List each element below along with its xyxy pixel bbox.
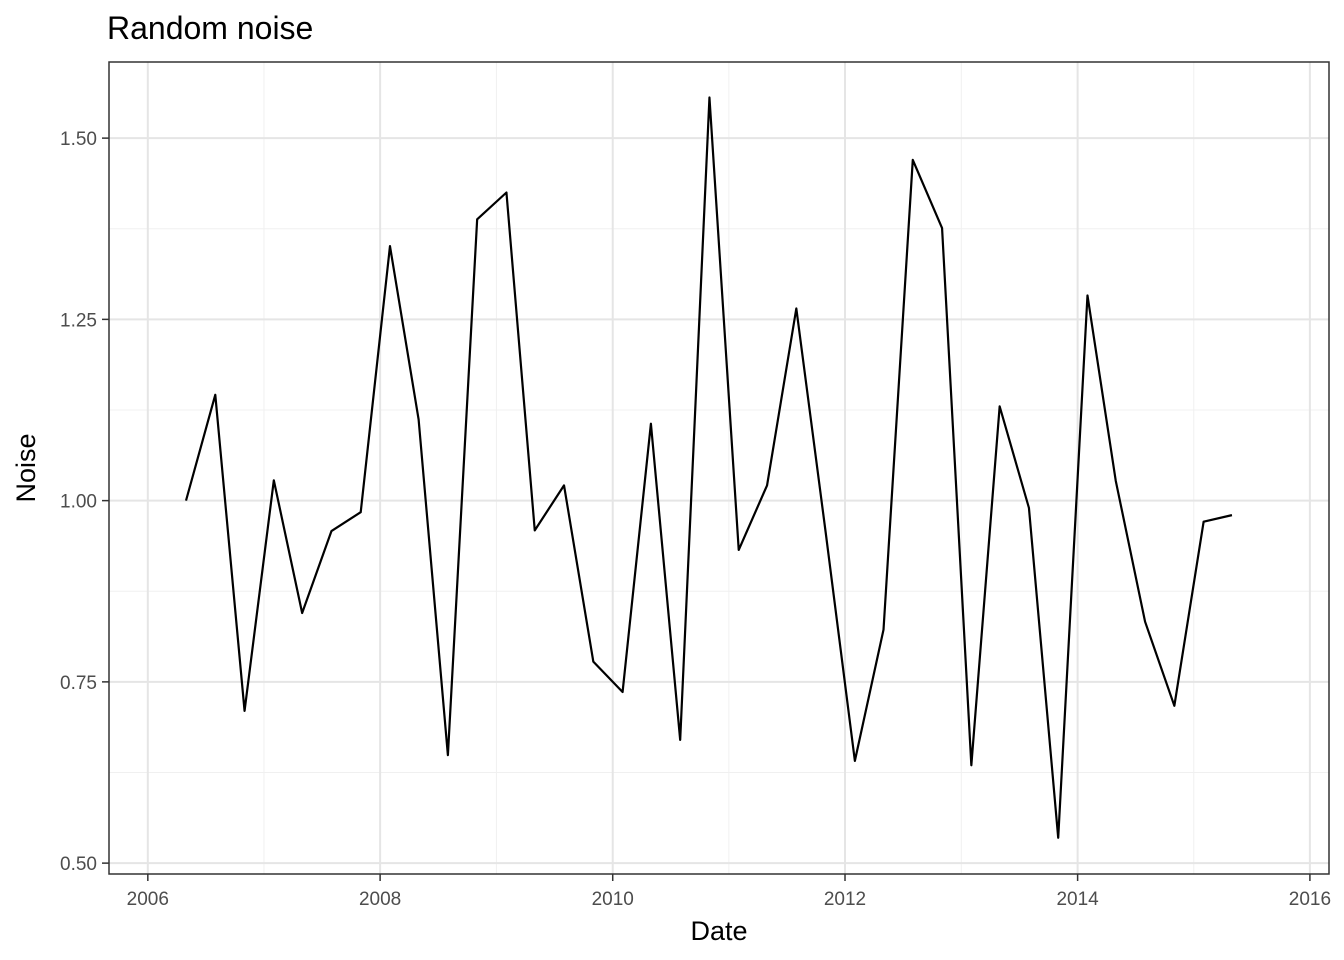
x-axis-ticks: 2006 2008 2010 2012 2014 2016 bbox=[127, 874, 1331, 910]
x-tick-label: 2012 bbox=[824, 889, 866, 910]
x-tick-label: 2014 bbox=[1056, 889, 1099, 910]
chart-title: Random noise bbox=[107, 10, 313, 46]
minor-gridlines bbox=[109, 62, 1329, 874]
y-tick-label: 0.75 bbox=[60, 673, 97, 694]
x-tick-label: 2006 bbox=[127, 889, 169, 910]
major-gridlines bbox=[109, 62, 1329, 874]
x-axis-title: Date bbox=[690, 916, 747, 946]
series-line-noise bbox=[184, 96, 1233, 839]
x-tick-label: 2008 bbox=[359, 889, 401, 910]
y-tick-label: 0.50 bbox=[60, 854, 97, 875]
x-tick-label: 2016 bbox=[1289, 889, 1331, 910]
x-tick-label: 2010 bbox=[592, 889, 634, 910]
y-tick-label: 1.25 bbox=[60, 310, 97, 331]
panel-border bbox=[108, 61, 1330, 875]
y-tick-label: 1.50 bbox=[60, 129, 97, 150]
y-axis-title: Noise bbox=[11, 433, 41, 502]
y-axis-ticks: 0.50 0.75 1.00 1.25 1.50 bbox=[60, 129, 109, 875]
y-tick-label: 1.00 bbox=[60, 492, 97, 513]
